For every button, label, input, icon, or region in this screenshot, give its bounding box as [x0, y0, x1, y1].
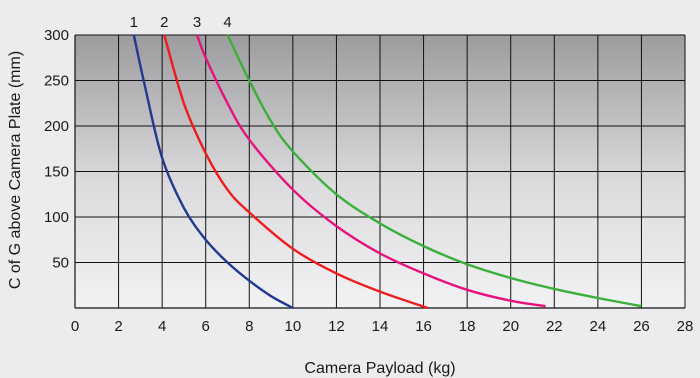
y-tick-label: 250 [44, 73, 69, 90]
x-tick-label: 2 [114, 318, 122, 335]
x-tick-label: 10 [285, 318, 302, 335]
y-axis-label: C of G above Camera Plate (mm) [7, 51, 24, 289]
x-tick-label: 20 [502, 318, 519, 335]
y-tick-label: 300 [44, 27, 69, 44]
y-tick-label: 100 [44, 209, 69, 226]
x-tick-label: 16 [415, 318, 432, 335]
x-tick-label: 4 [158, 318, 166, 335]
curve-label-1: 1 [130, 14, 138, 31]
x-tick-label: 14 [372, 318, 389, 335]
x-tick-label: 26 [633, 318, 650, 335]
x-tick-label: 24 [590, 318, 607, 335]
series-line-1 [132, 34, 294, 310]
x-tick-label: 22 [546, 318, 563, 335]
x-tick-label: 18 [459, 318, 476, 335]
y-tick-label: 150 [44, 164, 69, 181]
curve-label-3: 3 [193, 14, 201, 31]
x-tick-label: 28 [677, 318, 694, 335]
series-layer [132, 34, 642, 310]
curve-labels: 1 2 3 4 [130, 14, 232, 31]
x-axis-label: Camera Payload (kg) [304, 360, 455, 377]
curve-label-4: 4 [223, 14, 231, 31]
x-tick-label: 6 [202, 318, 210, 335]
y-tick-label: 50 [52, 255, 69, 272]
y-tick-label: 200 [44, 118, 69, 135]
x-tick-label: 12 [328, 318, 345, 335]
x-tick-labels: 0 2 4 6 8 10 12 14 16 18 20 22 24 26 28 [71, 318, 694, 335]
x-tick-label: 0 [71, 318, 79, 335]
curve-label-2: 2 [160, 14, 168, 31]
series-line-2 [163, 34, 429, 310]
series-line-4 [226, 34, 642, 308]
grid-lines [74, 34, 686, 309]
series-line-3 [195, 34, 546, 308]
y-tick-labels: 50 100 150 200 250 300 [44, 27, 69, 272]
x-tick-label: 8 [245, 318, 253, 335]
